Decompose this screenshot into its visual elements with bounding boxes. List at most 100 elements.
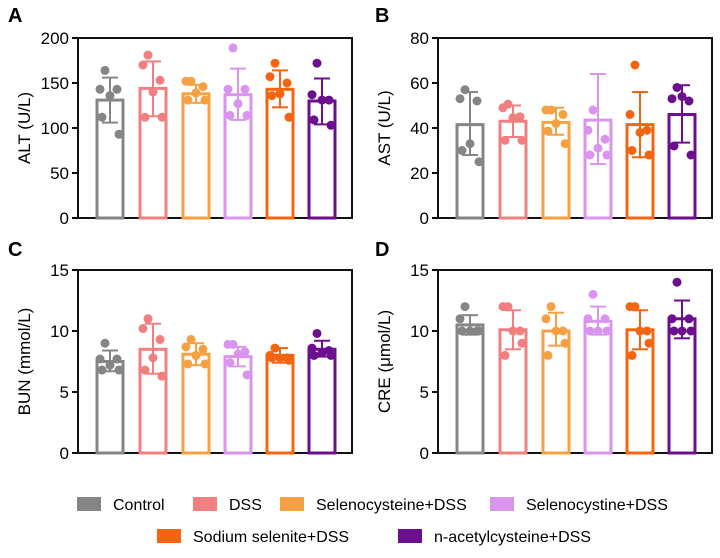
data-point [183,95,193,105]
data-point [186,335,196,345]
y-axis-label: AST (U/L) [375,90,394,165]
data-point [686,326,696,336]
bar [307,347,337,455]
data-point [97,112,107,122]
data-point [307,343,317,353]
data-point [148,87,158,97]
data-point [112,84,122,94]
legend-item: n-acetylcysteine+DSS [398,529,591,546]
y-tick-label: 0 [420,444,429,463]
data-point [138,324,148,334]
data-point [233,99,243,109]
legend-label: Control [113,497,165,514]
bar [498,328,528,455]
data-point [560,338,570,348]
data-point [667,94,677,104]
bar-group [95,65,125,220]
legend-swatch [398,529,422,543]
panel-label: C [8,239,22,261]
data-point [155,75,165,85]
bar [625,328,655,455]
bar-group [138,314,168,455]
y-tick-label: 15 [410,261,429,280]
bar-group [265,343,295,455]
legend-swatch [193,497,217,511]
data-point [270,343,280,353]
bar-group [625,60,655,220]
data-point [593,143,603,153]
data-point [642,326,652,336]
data-point [183,359,193,369]
legend-swatch [280,497,304,511]
data-point [551,326,561,336]
data-point [97,365,107,375]
y-tick-label: 60 [410,74,429,93]
data-point [602,150,612,160]
data-point [312,58,322,68]
data-point [148,353,158,363]
data-point [583,125,593,135]
data-point [588,289,598,299]
y-axis-label: ALT (U/L) [15,92,34,164]
data-point [112,354,122,364]
bar-group [583,289,613,455]
y-tick-label: 5 [60,383,69,402]
data-point [242,110,252,120]
data-point [114,129,124,139]
bar [181,352,211,455]
data-point [267,91,277,101]
data-point [515,112,525,122]
data-point [324,95,334,105]
bar-group [583,73,613,220]
data-point [602,326,612,336]
legend-item: Selenocystine+DSS [490,497,668,514]
bar [541,120,571,220]
data-point [635,326,645,336]
data-point [541,314,551,324]
y-tick-label: 40 [410,119,429,138]
bar [181,92,211,220]
data-point [625,302,635,312]
y-tick-label: 50 [50,164,69,183]
panel-b: B 0 20 40 60 80 AST (U/L) [375,5,713,228]
y-axis-label: CRE (μmol/L) [375,310,394,413]
data-point [677,92,687,101]
data-point [558,110,568,119]
legend-label: Selenocystine+DSS [526,497,668,514]
data-point [517,338,527,348]
data-point [275,353,285,363]
data-point [627,350,637,360]
data-point [275,89,285,99]
bar-group [223,339,253,455]
data-point [508,326,518,336]
data-point [472,96,482,106]
data-point [157,371,167,381]
data-point [317,95,327,105]
data-point [627,146,637,155]
data-point [223,339,233,349]
data-point [474,157,484,167]
legend-swatch [490,497,514,511]
bar-group [541,302,571,455]
data-point [140,365,150,375]
data-point [474,326,484,336]
legend-label: DSS [229,497,262,514]
data-point [95,84,105,94]
data-point [625,110,635,119]
bar [265,87,295,220]
bar-group [181,76,211,220]
data-point [326,120,336,130]
data-point [498,302,508,312]
bar-group [498,302,528,455]
data-point [684,96,694,106]
y-tick-label: 150 [41,74,69,93]
data-point [455,94,465,104]
data-point [551,119,561,128]
panel-label: A [8,5,22,27]
data-point [309,350,319,360]
data-point [500,350,510,360]
legend-label: Sodium selenite+DSS [193,529,349,546]
data-point [508,113,518,123]
panel-c: C 0 5 10 15 BUN (mmol/L) [8,239,353,463]
bar [583,319,613,455]
